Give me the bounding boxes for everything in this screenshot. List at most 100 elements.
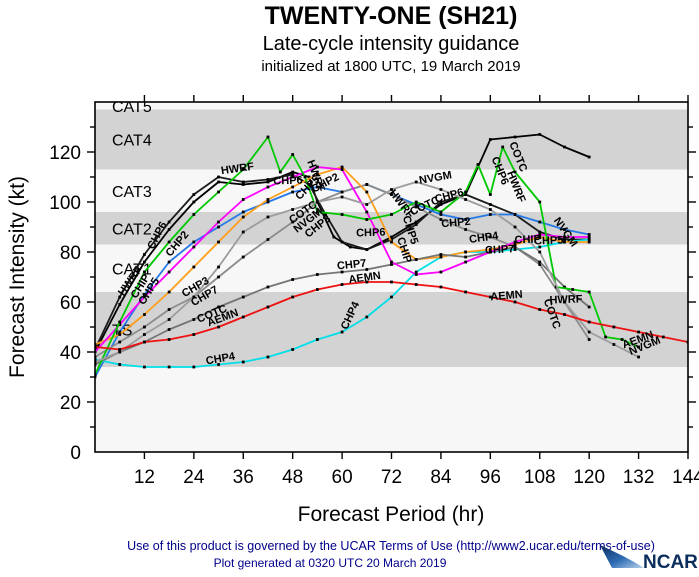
data-point-chp4	[538, 245, 542, 249]
data-point-chip	[439, 270, 443, 274]
x-tick-label: 72	[381, 467, 402, 488]
data-point-chp5	[563, 240, 566, 244]
data-point-chip	[340, 168, 344, 171]
data-point-chp2	[464, 218, 468, 221]
data-point-chip	[241, 198, 245, 201]
data-point-chp6	[488, 203, 492, 206]
data-point-chp5	[464, 250, 468, 254]
data-point-hwrf	[414, 220, 418, 224]
data-point-hwrf	[538, 133, 542, 136]
data-point-chp7	[315, 273, 319, 276]
data-point-chp5	[340, 165, 344, 169]
model-label-aemn: AEMN	[490, 289, 523, 304]
data-point-chp6	[390, 238, 393, 241]
data-point-cotc	[192, 213, 196, 216]
data-point-chp3	[439, 218, 443, 221]
data-point-chp5	[167, 290, 171, 294]
data-point-nvgm	[192, 295, 196, 299]
x-tick-label: 96	[480, 467, 501, 488]
page-title: TWENTY-ONE (SH21)	[265, 2, 518, 30]
terms-of-use-text: Use of this product is governed by the U…	[127, 539, 655, 553]
data-point-chp5	[390, 240, 393, 244]
data-point-chp5	[315, 173, 319, 176]
data-point-cotc	[266, 135, 270, 139]
data-point-chp4	[365, 315, 369, 319]
data-point-chp4	[167, 365, 171, 369]
data-point-chp3	[365, 183, 369, 186]
data-point-aemn	[563, 313, 566, 316]
data-point-aemn	[513, 300, 517, 304]
data-point-chp5	[241, 215, 245, 219]
data-point-chip	[563, 235, 566, 239]
x-tick-label: 144	[672, 467, 699, 488]
data-point-cotc	[414, 200, 418, 204]
data-point-hwrf	[332, 235, 336, 239]
data-point-chp2	[587, 233, 591, 236]
category-band-ts	[95, 292, 688, 367]
y-tick-label: 0	[70, 443, 81, 464]
data-point-cotc	[217, 190, 220, 194]
category-band-cat5	[95, 102, 688, 110]
data-point-chp4	[266, 355, 270, 359]
data-point-chp7	[266, 285, 270, 289]
data-point-aemn	[291, 295, 295, 299]
data-point-chip	[266, 185, 270, 189]
data-point-chp5	[439, 255, 443, 259]
data-point-chp3	[291, 220, 295, 224]
data-point-cotc	[291, 153, 295, 156]
data-point-chip	[291, 175, 295, 179]
data-point-hwrf	[513, 135, 517, 139]
data-point-chp5	[488, 248, 492, 251]
model-label-chp2: CHP2	[441, 216, 471, 231]
data-point-chp4	[414, 270, 418, 274]
y-tick-label: 80	[60, 243, 81, 264]
y-tick-label: 20	[60, 393, 81, 414]
data-point-chp3	[390, 193, 393, 196]
data-point-chp6	[291, 173, 295, 176]
data-point-chp2	[118, 330, 122, 334]
data-point-hwrf	[348, 245, 352, 249]
data-point-chip	[192, 245, 196, 249]
data-point-chp2	[143, 293, 146, 296]
data-point-aemn	[315, 288, 319, 291]
data-point-chp7	[340, 270, 344, 274]
x-tick-label: 120	[573, 467, 605, 488]
data-point-nvgm	[538, 250, 542, 254]
data-point-chp6	[439, 200, 443, 204]
data-point-chp5	[291, 185, 295, 189]
data-point-cotc	[571, 288, 575, 291]
data-point-hwrf	[241, 183, 245, 186]
ncar-logo: NCAR	[600, 545, 698, 573]
data-point-hwrf	[217, 180, 220, 184]
data-point-cotc	[488, 193, 492, 196]
data-point-chp6	[143, 253, 146, 256]
data-point-chp7	[365, 268, 369, 271]
data-point-nvgm	[439, 188, 443, 191]
data-point-chp6	[307, 183, 311, 186]
data-point-chp4	[118, 363, 122, 366]
x-tick-label: 60	[332, 467, 353, 488]
model-label-chp4: CHP4	[205, 350, 237, 367]
data-point-chp3	[266, 238, 270, 241]
data-point-chp6	[414, 223, 418, 226]
data-point-chip	[217, 220, 220, 224]
model-label-hwrf: HWRF	[549, 293, 583, 306]
band-label-cat2: CAT2	[112, 221, 152, 238]
data-point-nvgm	[390, 188, 393, 191]
data-point-hwrf	[307, 175, 311, 179]
data-point-chp6	[464, 193, 468, 196]
data-point-chp4	[291, 348, 295, 351]
x-tick-label: 48	[282, 467, 303, 488]
data-point-cotc	[241, 168, 245, 171]
data-point-hwrf	[587, 155, 591, 159]
data-point-chp4	[587, 238, 591, 241]
data-point-aemn	[414, 283, 418, 286]
data-point-chp6	[365, 248, 369, 251]
data-point-aemn	[118, 348, 122, 351]
data-point-chp2	[563, 228, 566, 231]
data-point-hwrf	[167, 228, 171, 231]
ncar-swoosh	[600, 545, 644, 568]
model-label-chp7: CHP7	[336, 258, 366, 273]
plot-inner: TSCAT1CAT2CAT3CAT4CAT5CHP6CHP2HWRFCHIPCH…	[95, 102, 688, 452]
